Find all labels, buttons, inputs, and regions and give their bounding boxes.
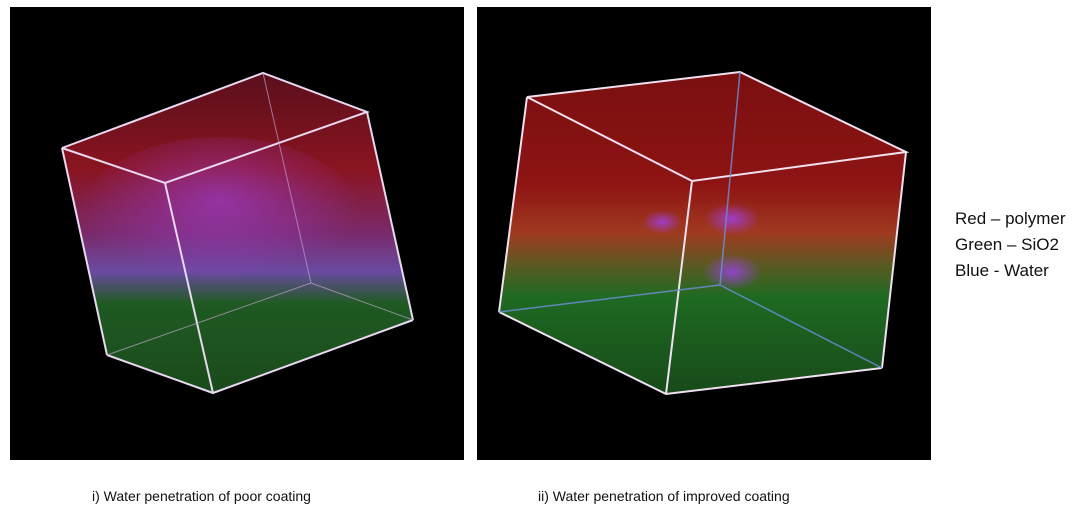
- cube-render-improved: [498, 70, 910, 396]
- legend-item-green: Green – SiO2: [955, 235, 1059, 254]
- legend-item-red: Red – polymer: [955, 209, 1066, 228]
- legend-item-blue: Blue - Water: [955, 261, 1049, 280]
- cube-render-poor: [61, 71, 414, 395]
- cube-image-poor-coating: [10, 7, 464, 460]
- caption-improved-coating: ii) Water penetration of improved coatin…: [538, 488, 790, 504]
- cube-image-improved-coating: [477, 7, 931, 460]
- caption-poor-coating: i) Water penetration of poor coating: [92, 488, 311, 504]
- color-legend: Red – polymer Green – SiO2 Blue - Water: [955, 206, 1066, 284]
